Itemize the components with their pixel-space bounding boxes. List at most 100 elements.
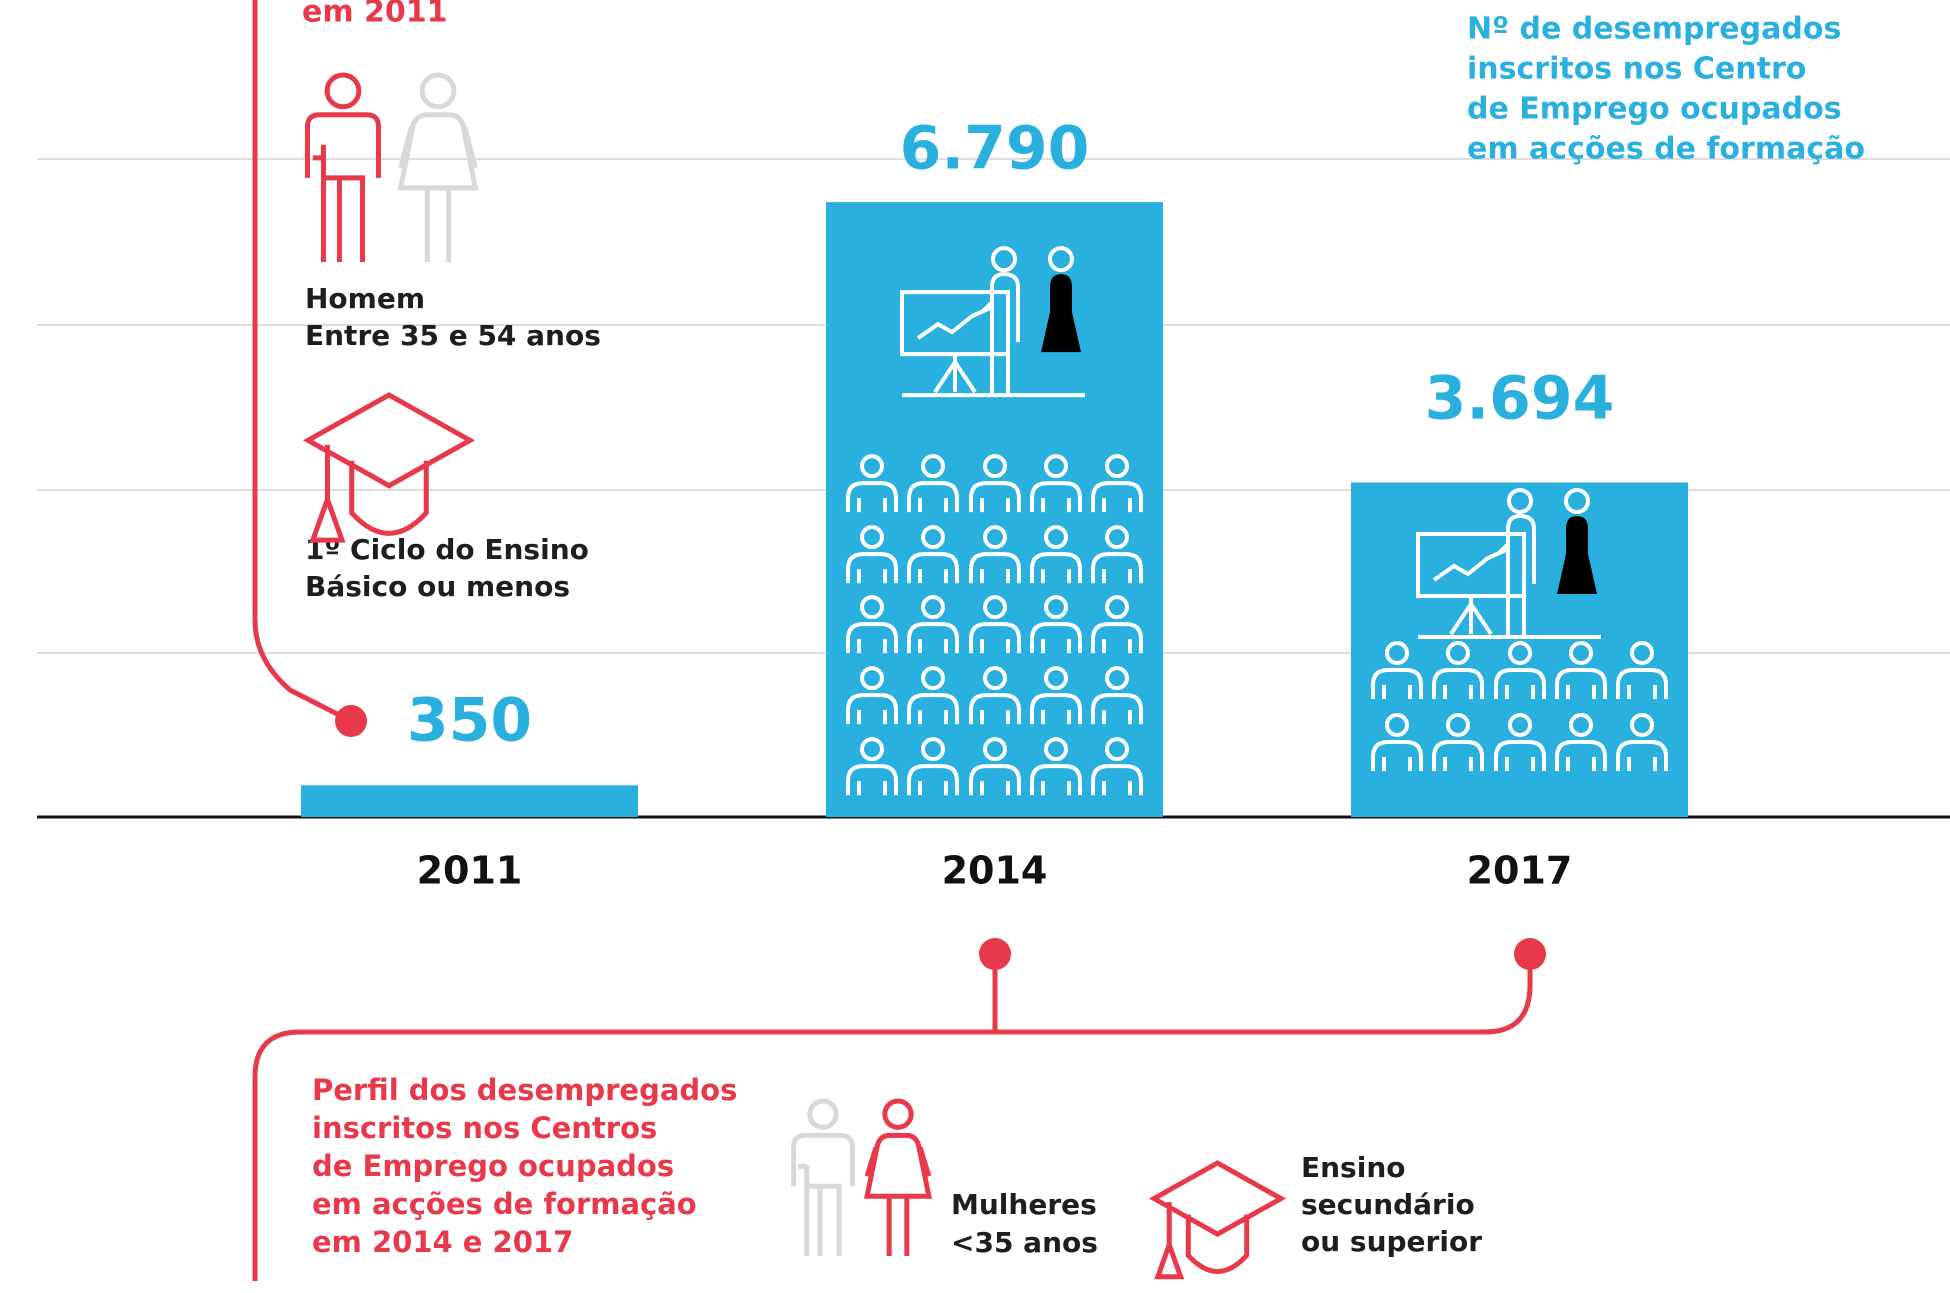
audience-head bbox=[1569, 713, 1593, 737]
audience-body bbox=[907, 693, 959, 725]
audience-body bbox=[969, 552, 1021, 584]
annotation: secundário bbox=[1301, 1188, 1475, 1221]
woman-icon bbox=[397, 72, 479, 262]
audience-head bbox=[860, 454, 884, 479]
value-label: 350 bbox=[407, 686, 532, 756]
x-tick-label: 2014 bbox=[942, 849, 1048, 893]
annotation: em 2014 e 2017 bbox=[312, 1225, 573, 1259]
audience-head bbox=[921, 595, 945, 620]
audience-body bbox=[1616, 740, 1668, 771]
audience-head bbox=[1105, 454, 1129, 479]
annotation: Ensino bbox=[1301, 1151, 1406, 1184]
annotation: Perfil dos desempregados bbox=[312, 1073, 737, 1107]
audience-body bbox=[846, 622, 898, 654]
easel bbox=[1418, 596, 1601, 639]
audience-body bbox=[846, 764, 898, 796]
cap-top bbox=[1148, 1160, 1287, 1237]
audience-body bbox=[969, 693, 1021, 725]
audience-head bbox=[1044, 737, 1068, 762]
annotation: ou superior bbox=[1301, 1225, 1482, 1258]
audience-body bbox=[1030, 552, 1082, 584]
audience-body bbox=[1091, 693, 1143, 725]
body bbox=[864, 1132, 932, 1256]
presenter-head bbox=[1507, 488, 1533, 514]
presenter-body bbox=[1041, 274, 1081, 396]
audience-head bbox=[1044, 595, 1068, 620]
audience-body bbox=[907, 481, 959, 513]
audience-head bbox=[860, 525, 884, 550]
tassel bbox=[309, 444, 346, 543]
graduation-cap bbox=[1148, 1160, 1287, 1280]
audience-head bbox=[1044, 666, 1068, 691]
trend bbox=[916, 306, 991, 340]
audience-body bbox=[1030, 622, 1082, 654]
audience-head bbox=[983, 666, 1007, 691]
annotation: Mulheres bbox=[951, 1188, 1097, 1221]
audience-head bbox=[1105, 666, 1129, 691]
audience-body bbox=[907, 552, 959, 584]
audience-body bbox=[1616, 668, 1668, 699]
value-label: 3.694 bbox=[1425, 364, 1615, 434]
connector-dot bbox=[979, 938, 1011, 970]
audience-head bbox=[983, 737, 1007, 762]
audience-body bbox=[969, 622, 1021, 654]
audience-body bbox=[1091, 481, 1143, 513]
audience-head bbox=[860, 666, 884, 691]
audience-body bbox=[1494, 740, 1546, 771]
audience-head bbox=[1508, 641, 1532, 665]
audience-body bbox=[907, 622, 959, 654]
presenter-body bbox=[1557, 516, 1597, 637]
audience-head bbox=[1508, 713, 1532, 737]
trend bbox=[1432, 548, 1507, 582]
annotation: Entre 35 e 54 anos bbox=[305, 319, 601, 352]
audience-head bbox=[921, 737, 945, 762]
audience-body bbox=[1030, 481, 1082, 513]
audience-head bbox=[1569, 641, 1593, 665]
audience-body bbox=[1091, 764, 1143, 796]
audience-body bbox=[1030, 693, 1082, 725]
audience-body bbox=[1091, 552, 1143, 584]
head bbox=[807, 1098, 839, 1130]
annotation: Homem bbox=[305, 282, 425, 315]
man-icon bbox=[791, 1098, 855, 1256]
tassel bbox=[1154, 1202, 1185, 1280]
connector-dot bbox=[335, 705, 367, 737]
easel bbox=[902, 354, 1085, 398]
body bbox=[304, 112, 382, 262]
presenter-head bbox=[1048, 246, 1074, 273]
audience-body bbox=[1494, 668, 1546, 699]
audience-head bbox=[921, 454, 945, 479]
x-tick-label: 2011 bbox=[417, 849, 523, 893]
annotation: em acções de formação bbox=[312, 1187, 697, 1221]
annotation: <35 anos bbox=[951, 1226, 1098, 1259]
bar bbox=[301, 785, 638, 817]
audience-body bbox=[1555, 668, 1607, 699]
audience-body bbox=[969, 481, 1021, 513]
head bbox=[419, 72, 457, 110]
x-tick-label: 2017 bbox=[1467, 849, 1573, 893]
audience-body bbox=[969, 764, 1021, 796]
audience-head bbox=[860, 737, 884, 762]
body bbox=[397, 112, 479, 262]
audience-head bbox=[1105, 595, 1129, 620]
annotation: inscritos nos Centros bbox=[312, 1111, 657, 1145]
bar-icons bbox=[846, 246, 1668, 796]
cap-bowl bbox=[1185, 1214, 1250, 1274]
head bbox=[324, 72, 362, 110]
audience-body bbox=[907, 764, 959, 796]
connector-2011 bbox=[252, 0, 353, 724]
man-icon bbox=[304, 72, 382, 262]
value-label: 6.790 bbox=[900, 114, 1090, 184]
body bbox=[791, 1132, 855, 1256]
annotation: em 2011 bbox=[302, 0, 448, 30]
connector-dot bbox=[1514, 938, 1546, 970]
audience-body bbox=[1371, 740, 1423, 771]
audience-body bbox=[1091, 622, 1143, 654]
audience-head bbox=[860, 595, 884, 620]
bar bbox=[826, 202, 1163, 817]
presenter-head bbox=[991, 246, 1017, 273]
annotation: de Emprego ocupados bbox=[1467, 92, 1842, 127]
audience-head bbox=[1446, 641, 1470, 665]
audience-head bbox=[921, 525, 945, 550]
